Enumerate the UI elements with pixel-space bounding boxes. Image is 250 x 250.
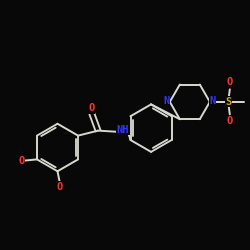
Text: O: O bbox=[18, 156, 24, 166]
Text: O: O bbox=[227, 78, 233, 88]
Text: S: S bbox=[226, 97, 232, 107]
Text: O: O bbox=[227, 116, 233, 126]
Text: N: N bbox=[210, 96, 216, 106]
Text: O: O bbox=[89, 103, 95, 113]
Text: NH: NH bbox=[117, 125, 129, 135]
Text: O: O bbox=[57, 182, 63, 192]
Text: N: N bbox=[164, 96, 170, 106]
